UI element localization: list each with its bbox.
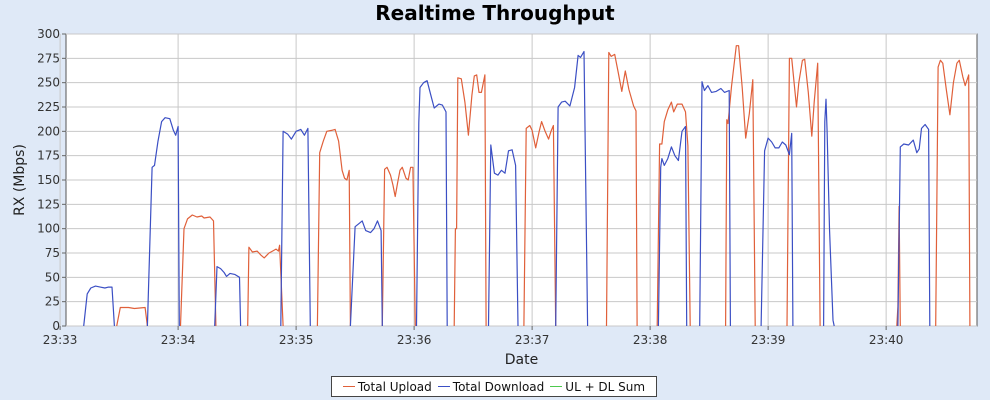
series-line bbox=[724, 45, 756, 327]
grid-lines bbox=[59, 33, 977, 327]
chart-title: Realtime Throughput bbox=[375, 1, 615, 25]
legend-swatch bbox=[550, 386, 563, 387]
x-tick-label: 23:36 bbox=[397, 333, 432, 347]
series-line bbox=[523, 120, 557, 327]
x-tick-label: 23:34 bbox=[161, 333, 196, 347]
series-line bbox=[605, 51, 638, 327]
series-line bbox=[415, 80, 448, 327]
legend-item: UL + DL Sum bbox=[550, 380, 645, 394]
y-tick-label: 200 bbox=[37, 124, 60, 138]
series-line bbox=[83, 285, 115, 327]
x-tick-label: 23:37 bbox=[515, 333, 550, 347]
y-tick-label: 225 bbox=[37, 100, 60, 114]
legend-label: Total Upload bbox=[357, 379, 432, 394]
series-line bbox=[699, 81, 732, 327]
series-line bbox=[555, 50, 589, 327]
x-tick-label: 23:38 bbox=[633, 333, 668, 347]
x-tick-label: 23:33 bbox=[43, 333, 78, 347]
y-tick-label: 250 bbox=[37, 76, 60, 90]
series-line bbox=[453, 74, 487, 327]
series-line bbox=[116, 306, 148, 327]
series-line bbox=[247, 244, 284, 327]
series-line bbox=[897, 123, 931, 327]
series-line bbox=[146, 117, 180, 327]
series-line bbox=[935, 59, 971, 327]
y-axis-title: RX (Mbps) bbox=[12, 144, 28, 216]
series-line bbox=[822, 98, 835, 327]
series-line bbox=[316, 128, 351, 327]
y-tick-label: 300 bbox=[37, 27, 60, 41]
axes: 0 25 50 75 100 125 150 175 200 225 250 275 300 23:33 2… bbox=[37, 27, 903, 347]
y-tick-label: 150 bbox=[37, 173, 60, 187]
x-tick-label: 23:40 bbox=[869, 333, 904, 347]
y-tick-label: 175 bbox=[37, 149, 60, 163]
series-line bbox=[280, 127, 311, 327]
series-line bbox=[656, 101, 691, 327]
y-tick-label: 100 bbox=[37, 222, 60, 236]
legend-label: UL + DL Sum bbox=[565, 379, 646, 394]
series-line bbox=[760, 132, 794, 327]
legend-swatch bbox=[342, 386, 355, 387]
y-tick-label: 275 bbox=[37, 51, 60, 65]
y-tick-label: 125 bbox=[37, 197, 60, 211]
series-lines bbox=[83, 45, 971, 327]
y-tick-label: 50 bbox=[45, 270, 60, 284]
y-tick-label: 25 bbox=[45, 295, 60, 309]
series-line bbox=[786, 57, 821, 327]
series-total-download bbox=[83, 50, 931, 327]
y-tick-label: 0 bbox=[52, 319, 60, 333]
series-total-upload bbox=[116, 45, 971, 327]
series-line bbox=[657, 125, 688, 327]
series-line bbox=[487, 144, 519, 327]
series-line bbox=[349, 220, 383, 327]
y-tick-label: 75 bbox=[45, 246, 60, 260]
legend-item: Total Upload bbox=[342, 379, 432, 394]
series-line bbox=[381, 166, 416, 327]
series-line bbox=[179, 214, 217, 327]
legend-label: Total Download bbox=[452, 379, 545, 394]
legend-swatch bbox=[437, 386, 450, 387]
x-axis-title: Date bbox=[505, 352, 538, 368]
series-line bbox=[214, 266, 242, 327]
x-tick-label: 23:35 bbox=[279, 333, 314, 347]
x-tick-label: 23:39 bbox=[751, 333, 786, 347]
legend: Total Upload Total Download UL + DL Sum bbox=[331, 376, 657, 397]
legend-item: Total Download bbox=[437, 379, 545, 394]
